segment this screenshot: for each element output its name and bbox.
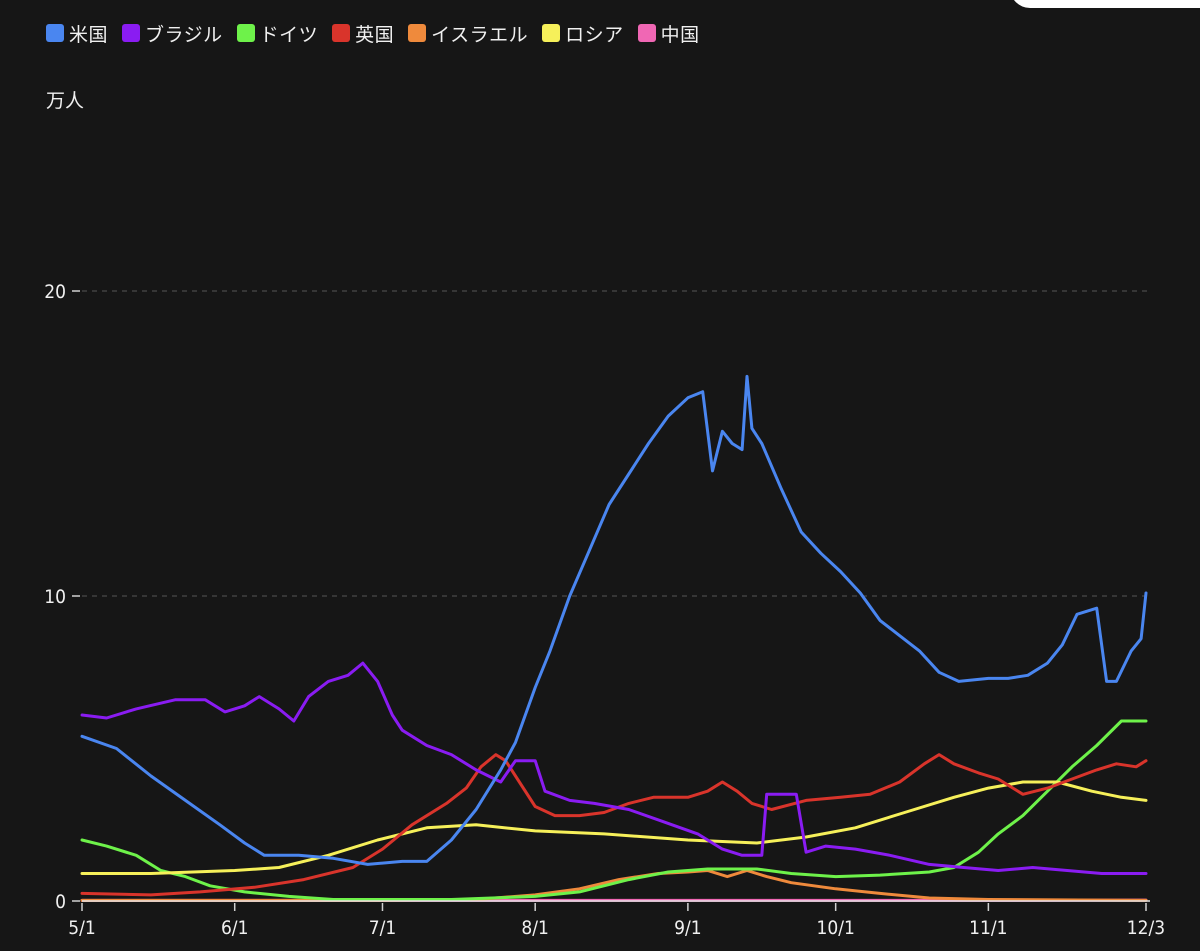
- legend-label: 米国: [69, 23, 109, 46]
- x-tick-label: 5/1: [68, 917, 96, 939]
- legend-item[interactable]: ドイツ: [236, 20, 319, 47]
- y-tick-label: 0: [55, 891, 66, 913]
- legend: 米国 ブラジル ドイツ 英国 イスラエル ロシア 中国: [46, 20, 700, 46]
- legend-label: ドイツ: [259, 23, 319, 46]
- legend-swatch: [236, 24, 255, 42]
- legend-swatch: [637, 24, 656, 42]
- corner-card: [1010, 0, 1200, 8]
- legend-item[interactable]: 英国: [332, 20, 394, 47]
- legend-swatch: [122, 24, 141, 42]
- legend-item[interactable]: 米国: [46, 20, 108, 47]
- legend-swatch: [46, 24, 64, 42]
- y-tick-label: 20: [44, 281, 66, 303]
- legend-item[interactable]: ブラジル: [122, 20, 223, 47]
- legend-label: イスラエル: [431, 23, 529, 46]
- series-line: [80, 719, 1148, 901]
- legend-swatch: [408, 24, 427, 42]
- x-tick-label: 9/1: [674, 917, 702, 939]
- legend-label: ブラジル: [145, 23, 223, 46]
- x-tick-label: 12/3: [1127, 917, 1165, 939]
- series-line: [80, 780, 1148, 875]
- legend-item[interactable]: 中国: [637, 20, 700, 47]
- legend-label: 英国: [355, 23, 395, 46]
- y-tick-label: 10: [44, 586, 66, 608]
- x-tick-label: 6/1: [221, 917, 249, 939]
- series-line: [80, 869, 1148, 902]
- series-line: [80, 753, 1148, 897]
- x-tick-label: 11/1: [969, 917, 1007, 939]
- legend-swatch: [542, 24, 561, 42]
- x-tick-label: 7/1: [369, 917, 397, 939]
- legend-swatch: [332, 24, 351, 42]
- series-line: [80, 374, 1148, 866]
- legend-item[interactable]: ロシア: [542, 20, 624, 47]
- legend-item[interactable]: イスラエル: [408, 20, 528, 47]
- x-tick-label: 10/1: [816, 917, 854, 939]
- legend-label: 中国: [660, 23, 700, 46]
- y-axis-unit-label: 万人: [46, 90, 85, 112]
- x-tick-label: 8/1: [521, 917, 549, 939]
- legend-label: ロシア: [565, 23, 624, 46]
- series-line: [80, 661, 1148, 875]
